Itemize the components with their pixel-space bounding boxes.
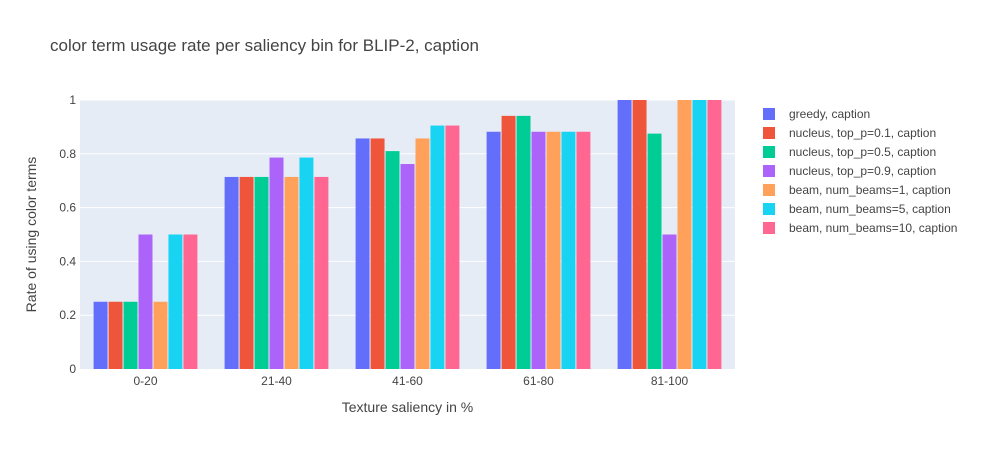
legend-swatch[interactable] [763, 165, 775, 177]
bar[interactable] [284, 176, 299, 369]
y-tick-label: 0.8 [59, 147, 76, 161]
bar[interactable] [632, 100, 647, 369]
legend-swatch[interactable] [763, 184, 775, 196]
bar[interactable] [355, 138, 370, 369]
bar[interactable] [486, 131, 501, 369]
bar[interactable] [224, 176, 239, 369]
x-tick-label: 41-60 [392, 374, 423, 388]
legend-swatch[interactable] [763, 108, 775, 120]
bar[interactable] [662, 234, 677, 370]
legend-item-label[interactable]: nucleus, top_p=0.9, caption [789, 164, 936, 178]
bar[interactable] [677, 100, 692, 369]
bar[interactable] [531, 131, 546, 369]
bar[interactable] [153, 301, 168, 369]
bar[interactable] [430, 125, 445, 370]
legend-item-label[interactable]: greedy, caption [789, 107, 870, 121]
bar[interactable] [561, 131, 576, 369]
bar[interactable] [168, 234, 183, 370]
bar[interactable] [546, 131, 561, 369]
y-tick-label: 0.4 [59, 254, 76, 268]
bar[interactable] [254, 176, 269, 369]
legend-item-label[interactable]: beam, num_beams=10, caption [789, 221, 957, 235]
bar[interactable] [385, 151, 400, 369]
legend-item-label[interactable]: nucleus, top_p=0.5, caption [789, 145, 936, 159]
y-axis-ticks: 0 0.2 0.4 0.6 0.8 1 [59, 93, 76, 376]
y-tick-label: 0.2 [59, 308, 76, 322]
legend-item-label[interactable]: beam, num_beams=5, caption [789, 202, 951, 216]
y-tick-label: 0.6 [59, 201, 76, 215]
bar[interactable] [314, 176, 329, 369]
bar[interactable] [501, 115, 516, 369]
bar[interactable] [415, 138, 430, 369]
bar[interactable] [269, 157, 284, 369]
legend-swatch[interactable] [763, 203, 775, 215]
bar[interactable] [93, 301, 108, 369]
bar[interactable] [400, 164, 415, 369]
x-axis-label: Texture saliency in % [342, 399, 474, 415]
bar[interactable] [576, 131, 591, 369]
legend-swatch[interactable] [763, 127, 775, 139]
x-axis-ticks: 0-20 21-40 41-60 61-80 81-100 [133, 374, 688, 388]
x-tick-label: 0-20 [133, 374, 157, 388]
bar[interactable] [299, 157, 314, 369]
bar[interactable] [123, 301, 138, 369]
legend-swatch[interactable] [763, 146, 775, 158]
bars-group [93, 100, 722, 370]
bar[interactable] [617, 100, 632, 369]
y-tick-label: 0 [69, 362, 76, 376]
x-tick-label: 61-80 [523, 374, 554, 388]
legend-item-label[interactable]: nucleus, top_p=0.1, caption [789, 126, 936, 140]
y-axis-label: Rate of using color terms [23, 157, 39, 313]
x-tick-label: 81-100 [651, 374, 689, 388]
bar[interactable] [108, 301, 123, 369]
bar[interactable] [516, 115, 531, 369]
legend-swatch[interactable] [763, 222, 775, 234]
legend: greedy, caption nucleus, top_p=0.1, capti… [763, 107, 957, 235]
bar[interactable] [183, 234, 198, 370]
x-tick-label: 21-40 [261, 374, 292, 388]
y-tick-label: 1 [69, 93, 76, 107]
bar[interactable] [370, 138, 385, 369]
bar[interactable] [239, 176, 254, 369]
bar[interactable] [647, 133, 662, 369]
chart-title: color term usage rate per saliency bin f… [50, 36, 479, 55]
bar[interactable] [692, 100, 707, 369]
bar[interactable] [138, 234, 153, 370]
bar[interactable] [445, 125, 460, 370]
legend-item-label[interactable]: beam, num_beams=1, caption [789, 183, 951, 197]
bar[interactable] [707, 100, 722, 369]
